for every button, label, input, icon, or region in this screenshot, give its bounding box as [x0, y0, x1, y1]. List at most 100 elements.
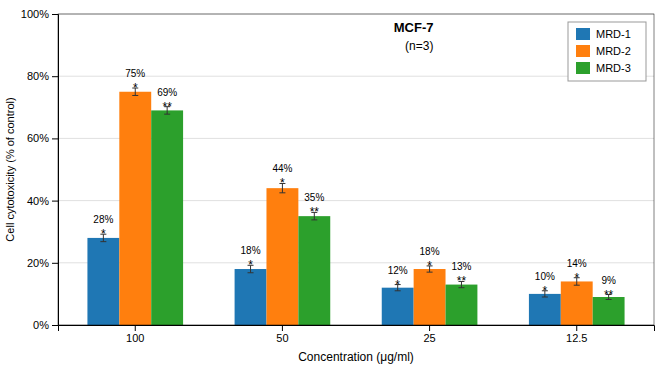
data-label: 75% — [125, 68, 145, 79]
data-label: 18% — [241, 245, 261, 256]
y-tick: 100% — [21, 8, 58, 20]
legend-label: MRD-1 — [596, 28, 631, 40]
y-tick: 40% — [27, 195, 58, 207]
x-tick: 12.5 — [566, 325, 587, 344]
x-tick-label: 50 — [276, 332, 288, 344]
significance-marker: * — [543, 284, 548, 298]
data-label: 35% — [304, 192, 324, 203]
bar — [446, 285, 478, 325]
legend-item: MRD-1 — [576, 28, 631, 40]
significance-marker: ** — [604, 288, 614, 302]
y-axis-line — [52, 15, 59, 326]
data-label: 44% — [272, 163, 292, 174]
error-bar-cap — [311, 219, 317, 220]
x-tick-mark — [282, 325, 283, 331]
bar — [529, 294, 561, 325]
significance-marker: ** — [310, 205, 320, 219]
x-tick: 25 — [423, 325, 435, 344]
y-axis: 0% 20% 40% 60% 80% 100% — [21, 8, 59, 331]
data-label: 10% — [535, 271, 555, 282]
data-label: 13% — [451, 261, 471, 272]
significance-marker: * — [427, 259, 432, 273]
bar — [266, 188, 298, 325]
y-tick-label: 80% — [27, 70, 49, 82]
y-tick-mark — [52, 325, 58, 326]
y-tick-mark — [52, 201, 58, 202]
plot-frame — [58, 14, 654, 325]
data-label: 69% — [157, 87, 177, 98]
data-label: 28% — [93, 214, 113, 225]
error-bar-cap — [574, 285, 580, 286]
significance-marker: * — [574, 271, 579, 285]
x-tick-mark — [135, 325, 136, 331]
y-tick-label: 40% — [27, 195, 49, 207]
significance-marker: * — [133, 81, 138, 95]
x-axis-title: Concentration (μg/ml) — [298, 350, 414, 364]
significance-marker: ** — [162, 100, 172, 114]
data-label: 14% — [567, 258, 587, 269]
grid — [58, 14, 654, 325]
legend: MRD-1 MRD-2 MRD-3 — [568, 22, 646, 81]
data-label: 9% — [601, 275, 616, 286]
legend-label: MRD-2 — [596, 45, 631, 57]
y-tick-label: 0% — [33, 319, 49, 331]
legend-swatch — [576, 28, 590, 40]
legend-swatch — [576, 45, 590, 57]
bar — [151, 110, 183, 325]
significance-marker: * — [280, 176, 285, 190]
error-bar-cap — [100, 241, 106, 242]
series — [151, 107, 624, 325]
data-label: 18% — [420, 246, 440, 257]
x-axis-line — [59, 326, 655, 332]
legend-frame — [568, 22, 646, 81]
significance-marker: * — [248, 258, 253, 272]
y-axis-title: Cell cytotoxicity (% of control) — [4, 97, 16, 241]
y-tick-label: 60% — [27, 132, 49, 144]
error-bar-cap — [132, 95, 138, 96]
series — [119, 88, 592, 325]
bar — [382, 288, 414, 325]
y-tick: 80% — [27, 70, 58, 82]
y-tick-mark — [52, 263, 58, 264]
grid-line — [58, 76, 654, 77]
plot-area: 0% 20% 40% 60% 80% 100% 100 50 25 12.5 * 28% * 18% * 12… — [21, 8, 655, 344]
bar — [235, 269, 267, 325]
annotation: (n=3) — [405, 39, 433, 53]
significance-marker: * — [101, 227, 106, 241]
x-tick: 50 — [276, 325, 288, 344]
bar — [119, 92, 151, 325]
y-tick-mark — [52, 14, 58, 15]
y-tick-label: 100% — [21, 8, 49, 20]
x-tick: 100 — [126, 325, 144, 344]
x-tick-mark — [576, 325, 577, 331]
x-tick-mark — [429, 325, 430, 331]
bar — [561, 281, 593, 325]
x-axis: 100 50 25 12.5 — [59, 325, 655, 344]
y-tick: 20% — [27, 257, 58, 269]
significance-marker: ** — [457, 274, 467, 288]
legend-item: MRD-3 — [576, 62, 631, 74]
y-tick: 0% — [33, 319, 58, 331]
annotation: MCF-7 — [394, 20, 434, 35]
error-bar-cap — [279, 192, 285, 193]
error-bar-cap — [248, 272, 254, 273]
marks — [87, 88, 624, 325]
y-tick-mark — [52, 76, 58, 77]
legend-swatch — [576, 62, 590, 74]
bar — [87, 238, 119, 325]
bar — [414, 269, 446, 325]
legend-label: MRD-3 — [596, 62, 631, 74]
chart: 0% 20% 40% 60% 80% 100% 100 50 25 12.5 * 28% * 18% * 12… — [0, 0, 668, 369]
x-tick-label: 12.5 — [566, 332, 587, 344]
x-tick-label: 25 — [423, 332, 435, 344]
data-label: 12% — [388, 265, 408, 276]
data-texts: * 28% * 18% * 12% * 10% * 75% * 44% * 18% * 14% ** 69% ** 3… — [93, 20, 616, 302]
bar — [298, 216, 330, 325]
x-tick-label: 100 — [126, 332, 144, 344]
y-tick: 60% — [27, 132, 58, 144]
legend-item: MRD-2 — [576, 45, 631, 57]
y-tick-label: 20% — [27, 257, 49, 269]
significance-marker: * — [395, 278, 400, 292]
error-bar-cap — [164, 114, 170, 115]
y-tick-mark — [52, 138, 58, 139]
